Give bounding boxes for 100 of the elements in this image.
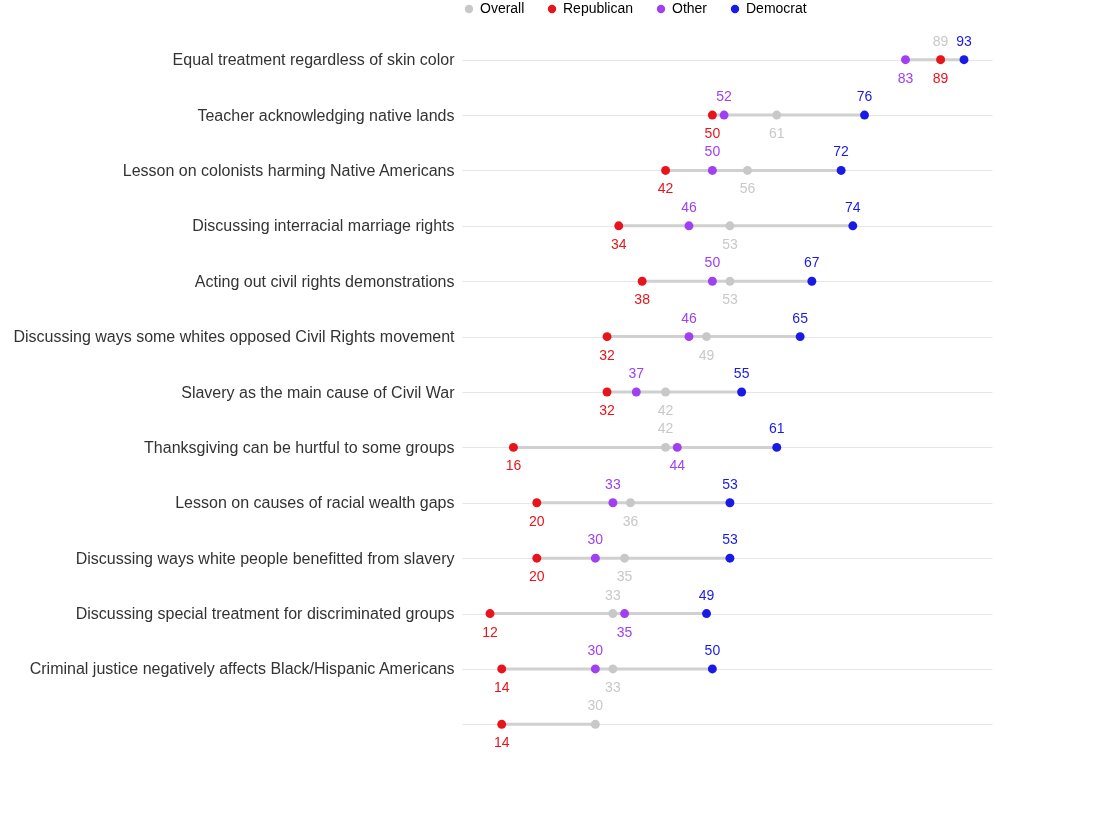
data-label: 55 bbox=[733, 365, 750, 381]
data-label: 74 bbox=[845, 198, 861, 215]
point bbox=[590, 553, 600, 563]
point bbox=[848, 221, 858, 231]
point bbox=[637, 276, 647, 286]
point bbox=[725, 276, 735, 286]
data-label: 35 bbox=[616, 623, 633, 640]
data-label: 32 bbox=[599, 346, 616, 363]
data-label: 67 bbox=[804, 254, 820, 271]
point bbox=[497, 719, 507, 729]
data-label: 12 bbox=[482, 623, 498, 640]
data-label: 46 bbox=[681, 198, 697, 215]
y-tick-label: Discussing special treatment for discriminated groups bbox=[75, 605, 455, 623]
data-label: 34 bbox=[610, 235, 627, 252]
data-label: 33 bbox=[605, 475, 621, 492]
data-label: 49 bbox=[698, 586, 715, 603]
point bbox=[959, 55, 969, 65]
point bbox=[725, 498, 735, 508]
point bbox=[807, 276, 817, 286]
point bbox=[702, 332, 711, 342]
point bbox=[702, 609, 711, 618]
data-label: 20 bbox=[529, 512, 545, 529]
data-label: 53 bbox=[722, 475, 738, 492]
point bbox=[661, 387, 671, 397]
point bbox=[707, 664, 717, 674]
point bbox=[684, 221, 694, 231]
point bbox=[684, 332, 694, 342]
legend-label: Overall bbox=[480, 0, 525, 16]
data-label: 44 bbox=[669, 457, 686, 474]
data-label: 93 bbox=[956, 32, 972, 49]
point bbox=[608, 498, 618, 508]
point bbox=[620, 553, 630, 563]
data-label: 14 bbox=[493, 678, 510, 695]
point bbox=[532, 498, 542, 508]
data-label: 50 bbox=[704, 143, 721, 160]
point bbox=[602, 387, 612, 397]
y-tick-label: Equal treatment regardless of skin color bbox=[172, 51, 456, 69]
point bbox=[725, 221, 735, 231]
data-label: 16 bbox=[505, 457, 522, 474]
data-label: 46 bbox=[681, 309, 697, 326]
point bbox=[772, 442, 782, 452]
data-label: 30 bbox=[587, 641, 604, 658]
y-tick-label: Thanksgiving can be hurtful to some groups bbox=[144, 438, 455, 456]
y-tick-label: Discussing ways some whites opposed Civil Rights movement bbox=[13, 328, 456, 346]
point bbox=[719, 110, 729, 120]
data-label: 89 bbox=[932, 69, 949, 86]
point bbox=[661, 442, 671, 452]
y-tick-label: Criminal justice negatively affects Black/Hispanic Americans bbox=[29, 660, 455, 678]
y-tick-label: Lesson on colonists harming Native Americans bbox=[122, 161, 455, 179]
data-label: 37 bbox=[628, 365, 645, 381]
data-label: 50 bbox=[704, 641, 721, 658]
y-tick-label: Teacher acknowledging native lands bbox=[197, 106, 455, 124]
point bbox=[631, 387, 641, 397]
y-tick-label: Lesson on causes of racial wealth gaps bbox=[175, 494, 455, 512]
data-label: 32 bbox=[599, 402, 616, 418]
point bbox=[737, 387, 747, 397]
point bbox=[620, 609, 630, 618]
point bbox=[707, 110, 717, 120]
point bbox=[608, 664, 618, 674]
point bbox=[795, 332, 805, 342]
y-tick-label: Discussing interracial marriage rights bbox=[192, 217, 455, 235]
point bbox=[602, 332, 612, 342]
point bbox=[497, 664, 507, 674]
data-label: 20 bbox=[529, 568, 545, 585]
data-label: 72 bbox=[833, 143, 850, 160]
point bbox=[508, 442, 518, 452]
point bbox=[485, 609, 495, 618]
point bbox=[590, 719, 600, 729]
data-label: 30 bbox=[587, 531, 604, 548]
data-label: 76 bbox=[856, 88, 873, 105]
point bbox=[836, 166, 846, 175]
point bbox=[772, 110, 782, 120]
legend-label: Republican bbox=[563, 0, 634, 16]
data-label: 50 bbox=[704, 254, 721, 271]
legend-label: Democrat bbox=[746, 0, 807, 16]
point bbox=[614, 221, 624, 231]
point bbox=[707, 276, 717, 286]
data-label: 42 bbox=[657, 180, 674, 197]
data-label: 14 bbox=[493, 734, 510, 751]
point bbox=[707, 166, 717, 175]
data-label: 50 bbox=[704, 125, 721, 142]
data-label: 83 bbox=[897, 69, 914, 86]
point bbox=[901, 55, 910, 65]
y-tick-label: Slavery as the main cause of Civil War bbox=[181, 383, 456, 401]
data-label: 61 bbox=[768, 420, 785, 437]
data-label: 53 bbox=[722, 531, 738, 548]
y-tick-label: Acting out civil rights demonstrations bbox=[194, 272, 455, 290]
point bbox=[590, 664, 600, 674]
legend-label: Other bbox=[672, 0, 708, 16]
point bbox=[625, 498, 635, 508]
point bbox=[532, 553, 542, 563]
data-label: 52 bbox=[716, 88, 733, 105]
data-label: 38 bbox=[634, 291, 651, 308]
point bbox=[608, 609, 618, 618]
data-label: 65 bbox=[792, 309, 809, 326]
point bbox=[672, 442, 682, 452]
point bbox=[725, 553, 735, 563]
y-tick-label: Discussing ways white people benefitted from slavery bbox=[75, 549, 455, 567]
point bbox=[743, 166, 752, 175]
point bbox=[661, 166, 671, 175]
